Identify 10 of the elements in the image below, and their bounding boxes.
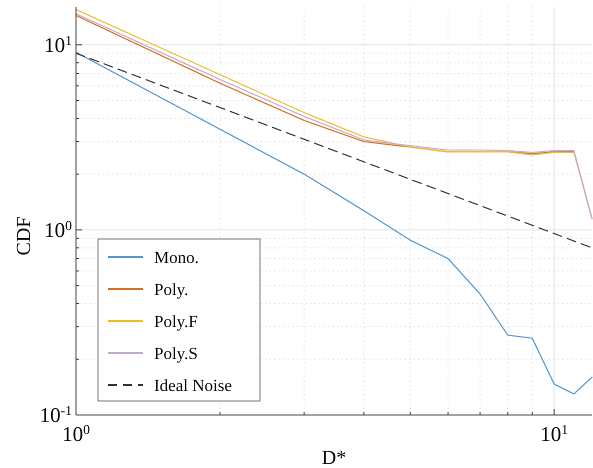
y-axis-title: CDF [13, 216, 35, 256]
y-tick-label: 10$^{0}$ [44, 217, 72, 242]
legend-label: Poly.F [154, 312, 198, 331]
y-tick-label: 10$^{-1}$ [40, 402, 72, 427]
legend-label: Poly.S [154, 344, 198, 363]
legend-label: Poly. [154, 280, 188, 299]
x-axis-title: D* [322, 447, 346, 468]
y-tick-label: 10$^{1}$ [44, 32, 72, 57]
legend-label: Mono. [154, 248, 199, 267]
legend-label: Ideal Noise [154, 376, 232, 395]
